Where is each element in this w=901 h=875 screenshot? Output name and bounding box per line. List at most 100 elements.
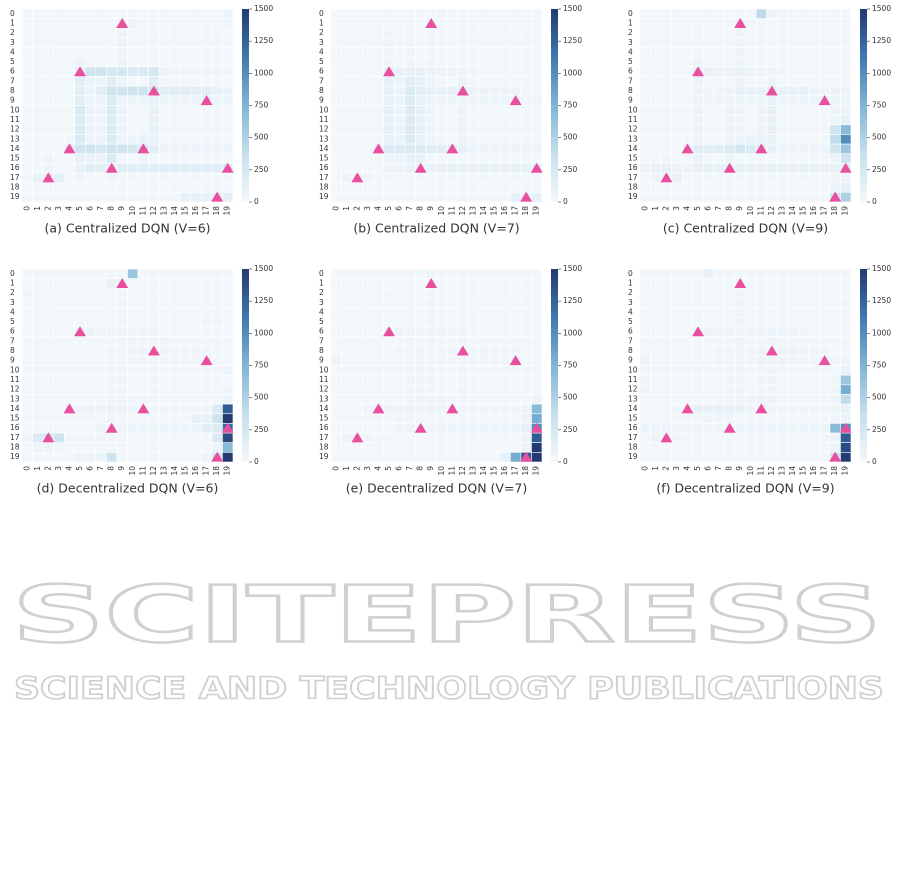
y-tick-label: 13 [10,394,20,403]
heatmap-cell [137,394,149,405]
heatmap-cell [330,442,342,453]
x-tick-label: 1 [651,466,660,471]
heatmap-cell [415,365,427,376]
heatmap-cell [383,365,395,376]
heatmap-cell [520,442,532,453]
heatmap-cell [21,365,33,376]
heatmap-cell [797,403,810,415]
heatmap-cell [681,172,694,184]
heatmap-cell [488,192,501,203]
heatmap-cell [63,153,76,164]
heatmap-cell [724,27,736,39]
heatmap-cell [74,182,86,193]
heatmap-cell [797,268,810,279]
heatmap-cell [330,384,342,395]
heatmap-cell [819,172,831,184]
heatmap-cell [341,336,353,347]
heatmap-cell [169,95,181,106]
heatmap-cell [42,365,54,376]
heatmap-cell [446,37,458,48]
heatmap-cell [137,432,149,443]
heatmap-cell [362,413,374,424]
heatmap-cell [106,95,118,106]
heatmap-cell [510,37,522,48]
heatmap-cell [702,114,715,126]
heatmap-cell [520,66,532,77]
heatmap-cell [63,114,76,126]
heatmap-cell [776,134,789,145]
heatmap-cell [85,37,97,48]
heatmap-cell [510,278,522,289]
heatmap-cell [478,85,490,97]
heatmap-cell [383,143,395,155]
heatmap-cell [650,172,662,184]
heatmap-cell [74,153,86,164]
heatmap-cell [787,143,799,155]
heatmap-cell [488,143,501,155]
colorbar-tick-label: 250 [563,425,578,434]
target-marker [456,85,469,96]
heatmap-cell [671,37,683,48]
heatmap-cell [478,297,490,308]
heatmap-cell [467,365,479,376]
heatmap-cell [74,355,86,366]
heatmap-cell [734,384,746,395]
heatmap-cell [351,403,363,415]
heatmap-cell [745,413,757,424]
heatmap-cell [425,384,437,395]
heatmap-cell [660,114,672,126]
y-tick-label: 18 [628,183,638,192]
heatmap-cell [436,374,448,386]
heatmap-cell [660,182,672,193]
heatmap-cell [671,336,683,347]
heatmap-cell [74,423,86,434]
heatmap-cell [372,307,385,318]
heatmap-cell [702,297,715,308]
heatmap-cell [797,153,810,164]
heatmap-cell [127,124,139,135]
heatmap-cell [179,66,192,77]
heatmap-cell [692,8,704,19]
heatmap-cell [702,423,715,434]
heatmap-cell [660,365,672,376]
heatmap-cell [21,336,33,347]
heatmap-cell [776,56,789,68]
heatmap-cell [190,76,202,87]
heatmap-cell [436,384,448,395]
heatmap-cell [734,8,746,19]
x-tick-label: 18 [830,206,839,216]
heatmap-cell [179,8,192,19]
heatmap-cell [639,307,651,318]
heatmap-cell [840,403,852,415]
heatmap-cell [787,76,799,87]
heatmap-cell [148,287,160,299]
y-tick-label: 0 [319,9,324,18]
heatmap-cell [169,413,181,424]
heatmap-cell [681,287,694,299]
x-tick-label: 2 [43,466,52,471]
heatmap-cell [190,56,202,68]
heatmap-cell [201,432,213,443]
heatmap-cell [372,268,385,279]
heatmap-cell [457,143,469,155]
target-marker [755,143,768,154]
heatmap-cell [179,432,192,443]
heatmap-cell [692,114,704,126]
target-marker [456,345,469,356]
heatmap-cell [724,105,736,116]
heatmap-cell [829,95,841,106]
y-tick-label: 6 [10,67,15,76]
y-tick-label: 12 [319,125,329,134]
heatmap-cell [457,37,469,48]
heatmap-cell [137,56,149,68]
heatmap-cell [42,143,54,155]
colorbar-tick-label: 1500 [254,264,273,273]
heatmap-cell [21,85,33,97]
heatmap-cell [341,394,353,405]
heatmap-cell [383,423,395,434]
heatmap-cell [755,95,767,106]
heatmap-cell [829,153,841,164]
heatmap-cell [436,47,448,58]
heatmap-cell [797,365,810,376]
y-tick-label: 5 [10,57,15,66]
